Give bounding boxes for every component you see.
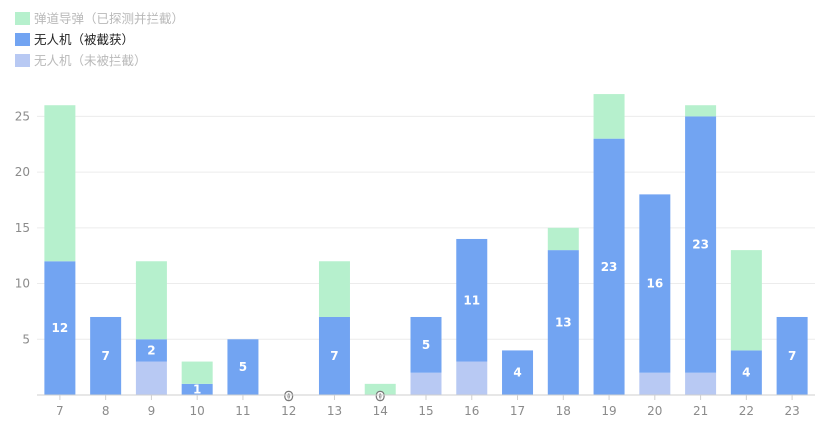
- data-label: 11: [463, 293, 480, 307]
- data-label: 23: [601, 260, 618, 274]
- bar-segment[interactable]: [135, 339, 167, 362]
- bar-segment[interactable]: [502, 350, 534, 395]
- bar-segment[interactable]: [456, 361, 488, 395]
- bar-segment[interactable]: [639, 194, 671, 373]
- x-tick-label: 9: [148, 404, 156, 418]
- bar-segment[interactable]: [135, 261, 167, 340]
- x-tick-label: 17: [510, 404, 525, 418]
- y-tick-label: 10: [15, 277, 30, 291]
- bar-segment[interactable]: [685, 372, 717, 395]
- bar-segment[interactable]: [410, 316, 442, 373]
- data-label: 1: [193, 382, 201, 396]
- data-label: 5: [422, 338, 430, 352]
- x-tick-label: 22: [739, 404, 754, 418]
- data-label: 4: [513, 366, 521, 380]
- bar-segment[interactable]: [90, 316, 122, 395]
- bar-segment[interactable]: [730, 250, 762, 351]
- y-tick-label: 5: [22, 332, 30, 346]
- bar-segment[interactable]: [318, 316, 350, 395]
- bar-segment[interactable]: [227, 339, 259, 395]
- y-tick-label: 25: [15, 109, 30, 123]
- x-tick-label: 14: [373, 404, 388, 418]
- x-tick-label: 21: [693, 404, 708, 418]
- data-label: 7: [330, 349, 338, 363]
- x-tick-label: 20: [647, 404, 662, 418]
- bar-segment[interactable]: [547, 250, 579, 395]
- x-tick-label: 23: [784, 404, 799, 418]
- data-label: 13: [555, 316, 572, 330]
- bar-segment[interactable]: [44, 105, 76, 262]
- x-axis: 7 8 9 10 11 12 13 14 15 16 17 18 19 20 21 22 23: [37, 394, 815, 418]
- bar-segment[interactable]: [593, 94, 625, 139]
- bar-segment[interactable]: [456, 238, 488, 362]
- y-axis-ticks: 5 10 15 20 25: [15, 109, 30, 346]
- data-label: 2: [147, 343, 155, 357]
- bar-segment[interactable]: [776, 316, 808, 395]
- x-tick-label: 12: [281, 404, 296, 418]
- x-tick-label: 13: [327, 404, 342, 418]
- legend-swatch[interactable]: [15, 33, 30, 46]
- legend-label[interactable]: 无人机（被截获）: [34, 32, 134, 47]
- data-label: 16: [646, 277, 663, 291]
- data-label: 12: [52, 321, 69, 335]
- data-label: 5: [239, 360, 247, 374]
- bar-segment[interactable]: [685, 116, 717, 373]
- data-label: 7: [101, 349, 109, 363]
- bar-segment[interactable]: [181, 383, 213, 395]
- data-label: 7: [788, 349, 796, 363]
- bar-segment[interactable]: [639, 372, 671, 395]
- data-label: 4: [742, 366, 750, 380]
- x-tick-label: 7: [56, 404, 64, 418]
- bar-segment[interactable]: [44, 261, 76, 395]
- x-tick-label: 10: [190, 404, 205, 418]
- x-tick-label: 18: [556, 404, 571, 418]
- data-label: 23: [692, 238, 709, 252]
- x-tick-label: 19: [601, 404, 616, 418]
- bar-segment[interactable]: [410, 372, 442, 395]
- x-tick-label: 16: [464, 404, 479, 418]
- bar-segment[interactable]: [593, 138, 625, 395]
- bar-segment[interactable]: [547, 227, 579, 251]
- bars: [44, 94, 808, 395]
- x-tick-label: 15: [418, 404, 433, 418]
- bar-segment[interactable]: [181, 361, 213, 384]
- legend-label[interactable]: 弹道导弹（已探测并拦截）: [34, 11, 184, 26]
- x-tick-label: 8: [102, 404, 110, 418]
- x-tick-label: 11: [235, 404, 250, 418]
- y-tick-label: 20: [15, 165, 30, 179]
- y-tick-label: 15: [15, 221, 30, 235]
- legend-swatch[interactable]: [15, 12, 30, 25]
- bar-segment[interactable]: [685, 105, 717, 117]
- bar-segment[interactable]: [318, 261, 350, 317]
- legend: 弹道导弹（已探测并拦截） 无人机（被截获） 无人机（未被拦截）: [15, 11, 184, 68]
- legend-swatch[interactable]: [15, 54, 30, 67]
- bar-segment[interactable]: [730, 350, 762, 395]
- bar-segment[interactable]: [364, 383, 396, 395]
- bar-segment[interactable]: [135, 361, 167, 395]
- legend-label[interactable]: 无人机（未被拦截）: [34, 53, 147, 68]
